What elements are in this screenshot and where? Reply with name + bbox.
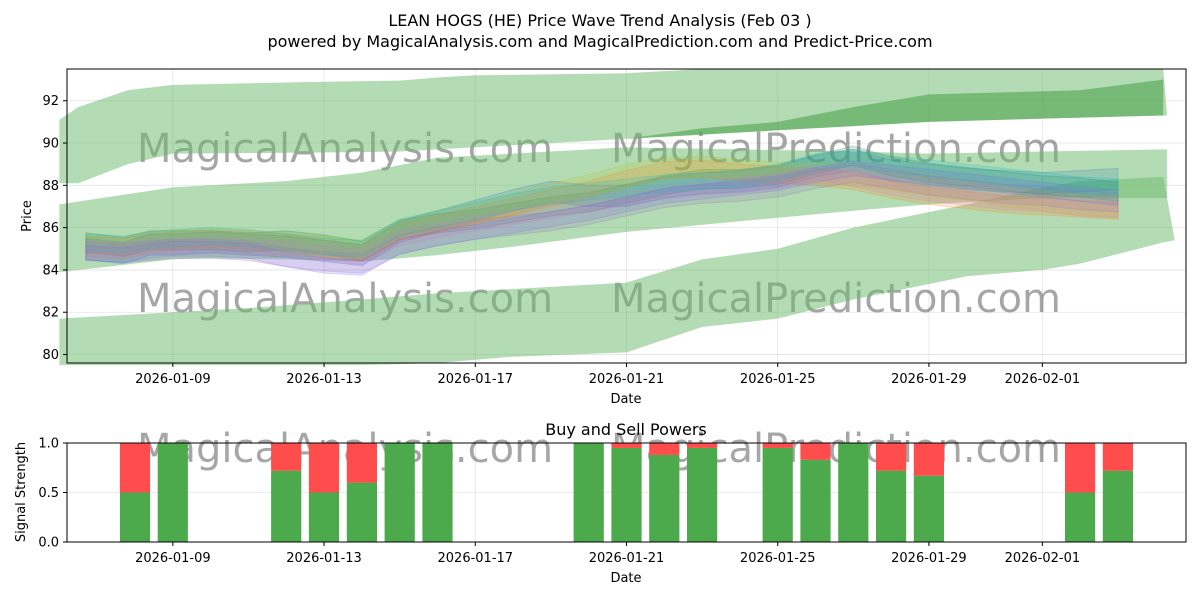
price-x-tick-label: 2026-01-09: [135, 372, 211, 387]
watermark-text: MagicalPrediction.com: [611, 426, 1061, 472]
sell-bar: [1065, 443, 1096, 493]
price-trend-series: [85, 145, 1119, 276]
sell-bar: [687, 443, 718, 448]
price-x-ticks: 2026-01-09 2026-01-13 2026-01-17 2026-01-21…: [135, 363, 1080, 387]
sell-bar: [762, 443, 793, 448]
sell-bar: [346, 443, 377, 483]
price-x-label: Date: [610, 392, 641, 407]
price-y-tick-label: 92: [42, 94, 59, 109]
trend-ribbon: [85, 148, 1119, 258]
chart-subtitle: powered by MagicalAnalysis.com and Magic…: [267, 32, 932, 51]
buy-bar: [1065, 492, 1096, 542]
middle-band: [59, 147, 1168, 273]
sell-bar: [119, 443, 151, 493]
price-x-tick-label: 2026-01-21: [589, 372, 665, 387]
buy-sell-x-tick-label: 2026-01-13: [286, 551, 362, 566]
buy-bar: [649, 454, 680, 542]
buy-bar: [687, 447, 718, 542]
sell-bar: [649, 443, 680, 455]
buy-sell-bars: [119, 443, 1133, 542]
sell-bar: [1102, 443, 1133, 471]
buy-sell-y-tick-label: 0.5: [38, 486, 59, 501]
sell-bar: [913, 443, 944, 476]
price-x-tick-label: 2026-01-29: [891, 372, 967, 387]
buy-bar: [611, 447, 642, 542]
upper-band: [59, 69, 1168, 184]
buy-sell-x-tick-label: 2026-01-25: [740, 551, 816, 566]
buy-sell-x-label: Date: [610, 571, 641, 586]
buy-sell-y-tick-label: 0.0: [38, 536, 59, 551]
price-y-tick-label: 84: [42, 263, 59, 278]
price-wave-panel: MagicalAnalysis.comMagicalPrediction.com…: [20, 68, 1187, 407]
price-y-tick-label: 88: [42, 179, 59, 194]
watermark-text: MagicalAnalysis.com: [137, 426, 553, 472]
price-x-tick-label: 2026-01-13: [286, 372, 362, 387]
price-y-tick-label: 82: [42, 306, 59, 321]
trend-ribbon: [85, 159, 1119, 263]
sell-bar: [876, 443, 907, 471]
buy-bar: [1102, 470, 1133, 542]
price-y-tick-label: 86: [42, 221, 59, 236]
price-y-label: Price: [20, 200, 35, 232]
upper-band-dark: [626, 79, 1164, 139]
buy-sell-x-ticks: 2026-01-09 2026-01-13 2026-01-17 2026-01-21…: [135, 542, 1080, 566]
trend-ribbon: [85, 160, 1119, 276]
lower-band: [59, 176, 1175, 366]
buy-bar: [800, 459, 831, 542]
sell-bar: [611, 443, 642, 448]
price-y-tick-label: 80: [42, 348, 59, 363]
buy-sell-x-tick-label: 2026-01-17: [438, 551, 514, 566]
buy-bar: [308, 492, 340, 542]
price-y-tick-label: 90: [42, 137, 59, 152]
buy-bar: [762, 447, 793, 542]
trend-ribbon: [85, 162, 1119, 274]
price-bands: [59, 69, 1175, 366]
buy-sell-y-tick-label: 1.0: [38, 437, 59, 452]
price-x-tick-label: 2026-01-25: [740, 372, 816, 387]
buy-bar: [838, 443, 869, 542]
buy-sell-x-tick-label: 2026-01-09: [135, 551, 211, 566]
buy-sell-title: Buy and Sell Powers: [545, 420, 707, 439]
buy-bar: [573, 443, 604, 542]
buy-bar: [157, 443, 188, 542]
buy-sell-x-tick-label: 2026-01-29: [891, 551, 967, 566]
buy-bar: [422, 443, 453, 542]
trend-ribbon: [85, 164, 1119, 266]
sell-bar: [271, 443, 302, 471]
buy-sell-x-tick-label: 2026-01-21: [589, 551, 665, 566]
trend-ribbon: [85, 155, 1119, 263]
buy-sell-x-tick-label: 2026-02-01: [1005, 551, 1081, 566]
buy-sell-y-label: Signal Strength: [14, 442, 29, 542]
sell-bar: [800, 443, 831, 460]
price-x-tick-label: 2026-02-01: [1005, 372, 1081, 387]
buy-bar: [913, 475, 944, 542]
sell-bar: [308, 443, 340, 493]
price-y-ticks: 80 82 84 86 88 90 92: [42, 94, 67, 363]
buy-sell-y-ticks: 0.0 0.5 1.0: [38, 437, 67, 551]
trend-ribbon: [85, 145, 1119, 261]
buy-bar: [876, 470, 907, 542]
price-x-tick-label: 2026-01-17: [438, 372, 514, 387]
trend-ribbon: [85, 148, 1119, 267]
chart-title: LEAN HOGS (HE) Price Wave Trend Analysis…: [388, 11, 811, 30]
buy-bar: [384, 443, 415, 542]
buy-sell-panel: Buy and Sell Powers MagicalAnalysis.com M…: [14, 420, 1187, 586]
buy-bar: [119, 492, 151, 542]
buy-bar: [271, 470, 302, 542]
buy-bar: [346, 482, 377, 542]
